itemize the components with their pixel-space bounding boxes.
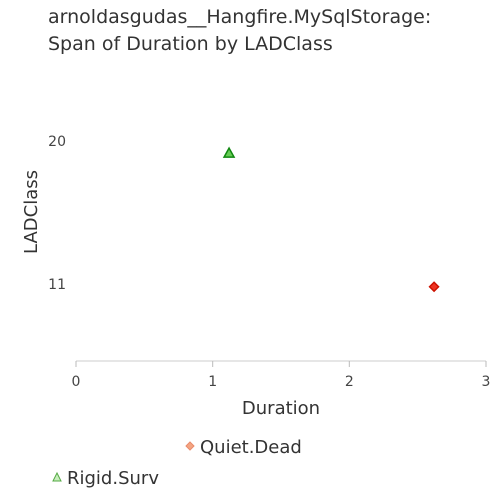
x-tick-label: 1 (208, 374, 217, 390)
data-point-diamond (428, 281, 440, 293)
x-tick-label: 3 (482, 374, 491, 390)
x-tick-label: 2 (345, 374, 354, 390)
y-tick-label: 20 (48, 134, 66, 150)
chart-title-line-1: arnoldasgudas__Hangfire.MySqlStorage: (48, 6, 431, 28)
chart-title-line-2: Span of Duration by LADClass (48, 33, 333, 55)
legend-triangle-marker (52, 471, 62, 482)
y-axis-label: LADClass (21, 170, 42, 254)
y-tick-label: 11 (48, 277, 66, 293)
data-point-triangle (222, 146, 236, 158)
x-axis-label: Duration (242, 398, 320, 419)
legend: Quiet.Dead Rigid.Surv (52, 437, 302, 489)
data-points (222, 146, 440, 293)
x-tick-label: 0 (72, 374, 81, 390)
legend-label-quiet-dead: Quiet.Dead (200, 437, 302, 458)
legend-label-rigid-surv: Rigid.Surv (67, 468, 159, 489)
legend-diamond-marker (185, 441, 195, 451)
